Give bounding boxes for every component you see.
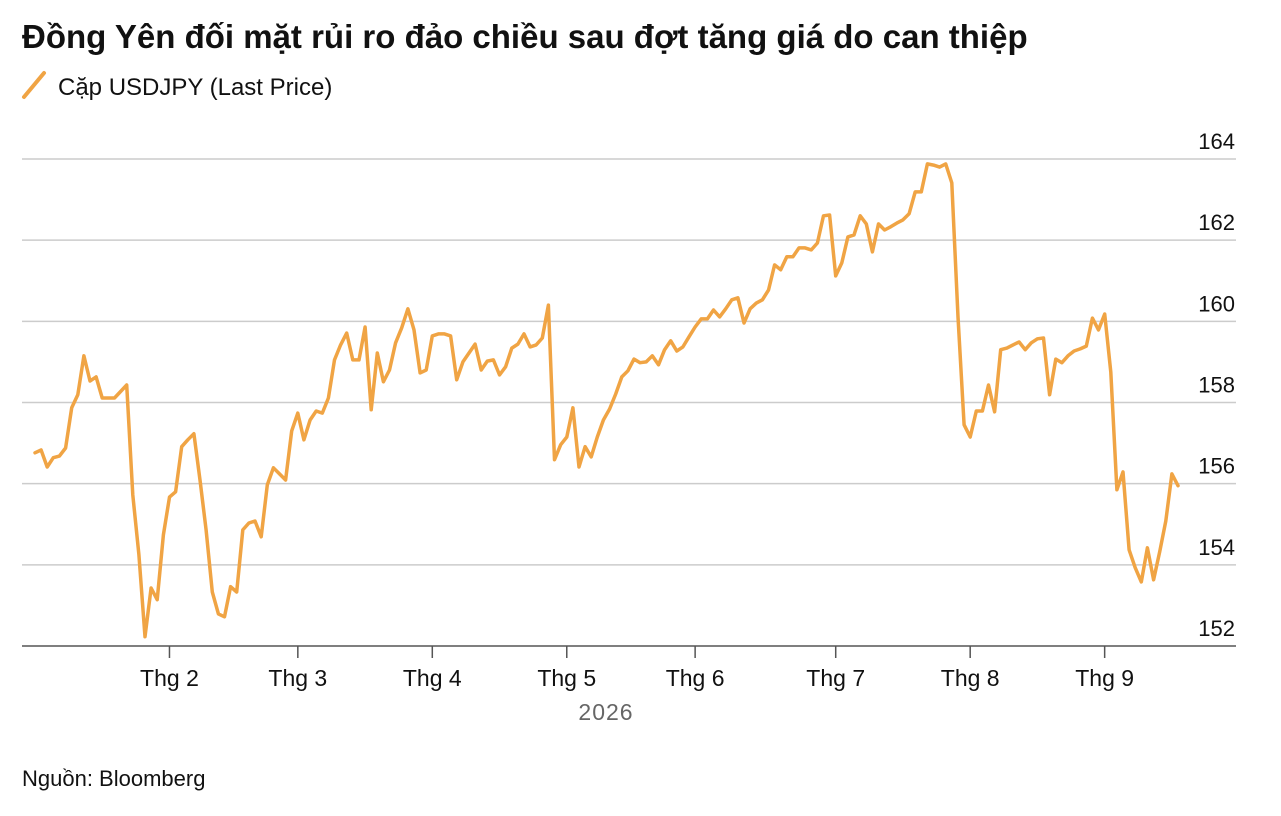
x-tick-label: Thg 7 [806, 665, 865, 691]
line [33, 162, 1180, 639]
x-axis-label: 2026 [578, 699, 633, 725]
x-tick-label: Thg 9 [1075, 665, 1134, 691]
y-tick-label: 158 [1198, 373, 1235, 398]
source: Nguồn: Bloomberg [22, 766, 205, 791]
x-tick-label: Thg 8 [941, 665, 1000, 691]
x-tick-label: Thg 6 [666, 665, 725, 691]
x-tick-label: Thg 5 [537, 665, 596, 691]
legend-icon [22, 71, 46, 99]
y-tick-label: 160 [1198, 291, 1235, 316]
y-tick-label: 156 [1198, 454, 1235, 479]
x-tick-label: Thg 2 [140, 665, 199, 691]
legend-label: Cặp USDJPY (Last Price) [58, 74, 332, 101]
x-tick-label: Thg 3 [268, 665, 327, 691]
x-tick-label: Thg 4 [403, 665, 462, 691]
y-tick-label: 154 [1198, 535, 1235, 560]
chart-title: Đồng Yên đối mặt rủi ro đảo chiều sau đợ… [22, 18, 1028, 55]
y-tick-label: 164 [1198, 129, 1235, 154]
y-tick-label: 152 [1198, 616, 1235, 641]
y-tick-label: 162 [1198, 210, 1235, 235]
